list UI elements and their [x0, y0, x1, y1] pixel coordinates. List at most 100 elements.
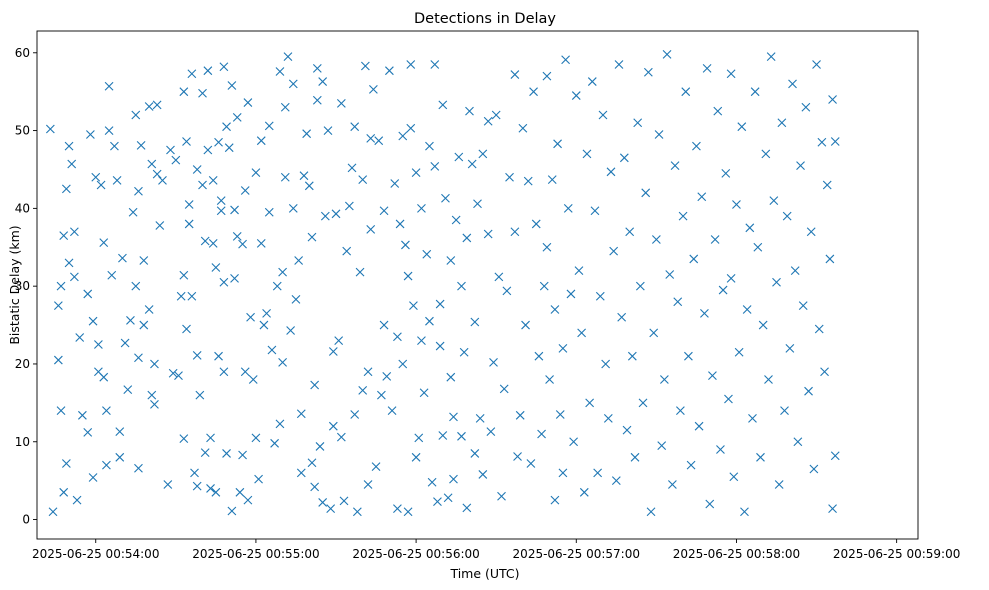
data-point [286, 326, 296, 335]
data-point [83, 289, 93, 299]
data-point [342, 246, 352, 256]
data-point [198, 88, 207, 98]
data-point [494, 272, 504, 282]
data-point [577, 328, 587, 338]
y-tick-label: 50 [15, 124, 30, 138]
data-point [115, 452, 125, 462]
data-point [609, 246, 619, 256]
data-point [99, 238, 109, 247]
data-point [478, 149, 488, 159]
data-point [275, 419, 285, 429]
data-point [182, 137, 191, 146]
data-point [296, 468, 306, 478]
data-point [288, 79, 298, 89]
data-point [451, 215, 461, 225]
data-point [243, 495, 253, 505]
data-point [206, 433, 215, 443]
data-point [323, 126, 333, 135]
data-point [310, 482, 320, 492]
data-point [558, 344, 568, 353]
data-point [670, 161, 680, 170]
data-point [438, 100, 448, 110]
data-point [537, 429, 546, 439]
data-point [227, 81, 237, 90]
data-point [425, 141, 434, 151]
data-point [83, 428, 93, 437]
data-point [69, 272, 79, 282]
data-point [144, 102, 154, 111]
data-point [817, 137, 827, 147]
data-point [312, 95, 322, 105]
data-point [382, 372, 392, 381]
data-point [806, 227, 816, 237]
data-point [521, 320, 530, 330]
data-point [251, 168, 261, 177]
data-point [184, 200, 194, 209]
data-point [785, 344, 795, 353]
data-point [462, 503, 472, 513]
data-point [251, 433, 261, 443]
data-point [248, 375, 258, 384]
data-point [483, 229, 493, 239]
data-point [48, 507, 58, 517]
data-point [347, 163, 357, 173]
data-point [147, 159, 157, 169]
data-point [748, 414, 757, 423]
data-point [700, 309, 709, 318]
data-point [64, 141, 74, 151]
data-point [673, 297, 683, 307]
data-point [291, 295, 301, 304]
data-point [368, 84, 378, 94]
data-point [240, 367, 250, 377]
data-point [518, 123, 528, 133]
y-tick-label: 30 [15, 279, 30, 293]
data-point [67, 159, 77, 169]
data-point [385, 66, 394, 76]
data-point [403, 271, 413, 281]
data-point [403, 507, 413, 517]
data-point [56, 281, 66, 291]
data-point [523, 176, 533, 186]
data-point [267, 345, 277, 355]
data-point [486, 427, 496, 437]
data-point [788, 79, 797, 89]
data-point [104, 126, 114, 135]
data-point [179, 87, 189, 97]
data-point [716, 445, 725, 454]
data-point [462, 233, 472, 243]
data-point [86, 130, 95, 139]
data-point [510, 70, 520, 79]
data-point [427, 477, 437, 487]
data-point [772, 277, 781, 287]
data-point [91, 172, 101, 182]
data-point [697, 192, 707, 202]
data-point [216, 196, 226, 205]
data-point [515, 410, 525, 420]
data-point [88, 473, 98, 482]
data-point [230, 273, 239, 283]
data-point [53, 355, 63, 365]
data-point [822, 180, 832, 190]
data-point [235, 487, 245, 497]
data-point [499, 384, 509, 394]
data-point [478, 470, 488, 479]
data-point [179, 270, 189, 280]
data-point [379, 320, 389, 330]
data-point [662, 49, 672, 59]
data-point [491, 110, 501, 120]
data-point [590, 206, 600, 216]
data-point [336, 98, 346, 108]
data-point [254, 474, 263, 484]
data-point [742, 305, 752, 314]
data-point [606, 167, 616, 177]
data-point [182, 324, 191, 334]
data-point [198, 180, 207, 190]
data-point [542, 71, 552, 81]
data-point [654, 130, 664, 139]
data-point [409, 301, 418, 311]
data-point [238, 239, 247, 249]
data-point [798, 301, 808, 311]
data-point [139, 256, 149, 265]
data-point [758, 320, 768, 330]
